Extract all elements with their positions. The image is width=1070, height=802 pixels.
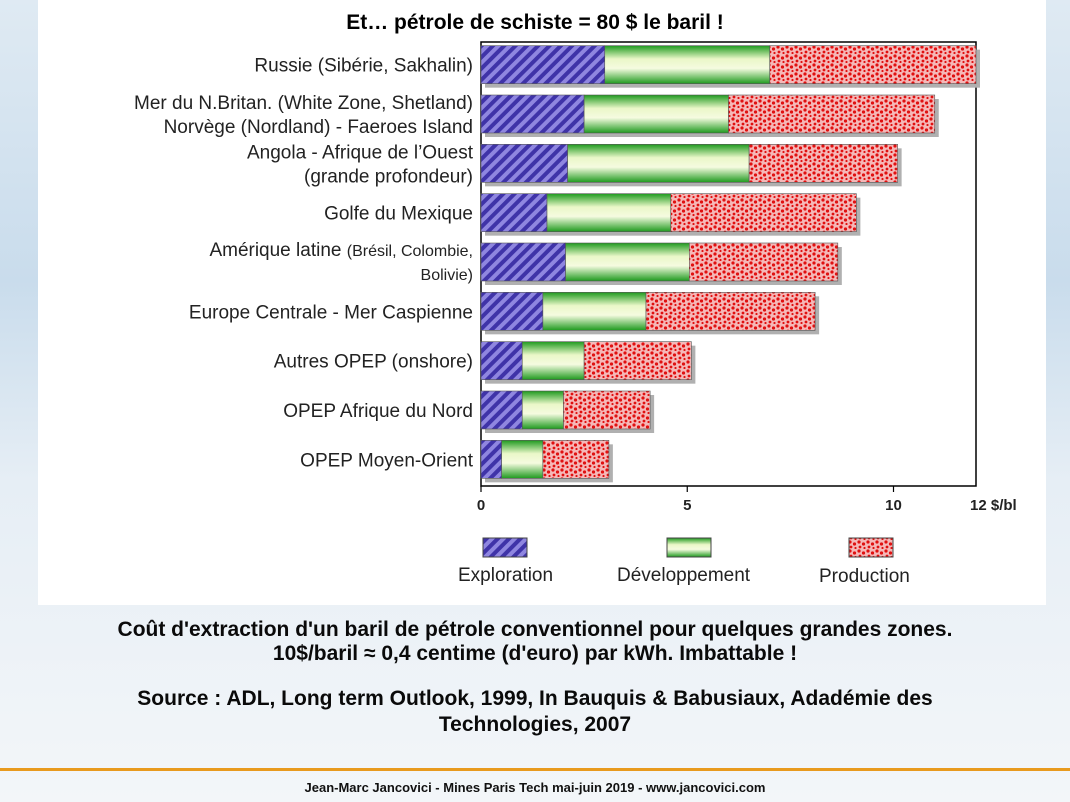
category-label-part: Bolivie)	[421, 267, 473, 284]
chart-title: Et… pétrole de schiste = 80 $ le baril !	[346, 11, 724, 34]
x-tick-label: 5	[683, 497, 691, 514]
bars	[480, 45, 980, 483]
bar-segment-exploration	[480, 144, 568, 183]
legend-swatch-développement	[666, 537, 712, 558]
bar-segment-exploration	[480, 45, 606, 84]
caption-line-1: Coût d'extraction d'un baril de pétrole …	[117, 618, 953, 641]
category-label: Angola - Afrique de l’Ouest	[247, 142, 474, 163]
bar-segment-développement	[521, 390, 564, 430]
legend-swatch-production	[848, 537, 894, 558]
bar-segment-développement	[521, 341, 585, 380]
bar-segment-exploration	[480, 292, 544, 331]
category-label: Bolivie)	[421, 267, 473, 284]
category-label: Norvège (Nordland) - Faeroes Island	[164, 117, 473, 138]
bar-segment-exploration	[480, 440, 502, 479]
category-label-part: (Brésil, Colombie,	[347, 243, 473, 260]
category-label: OPEP Moyen-Orient	[300, 450, 474, 471]
bar-segment-exploration	[480, 390, 523, 430]
legend-label: Développement	[617, 565, 751, 586]
bar-segment-production	[670, 193, 857, 232]
bar-segment-production	[645, 292, 816, 331]
category-label: Golfe du Mexique	[324, 204, 473, 225]
x-tick-label: 10	[885, 497, 902, 514]
category-label: OPEP Afrique du Nord	[283, 401, 473, 422]
bar-chart: Et… pétrole de schiste = 80 $ le baril !…	[134, 11, 1017, 587]
bar-segment-production	[542, 440, 610, 479]
bar-segment-développement	[565, 242, 690, 282]
x-tick-label: 0	[477, 497, 485, 514]
category-label: Autres OPEP (onshore)	[274, 352, 473, 373]
bar-segment-exploration	[480, 341, 523, 380]
category-labels: Russie (Sibérie, Sakhalin) Mer du N.Brita…	[134, 56, 474, 472]
footer-divider	[0, 768, 1070, 771]
category-label: Amérique latine (Brésil, Colombie,	[209, 240, 473, 261]
category-label-part: Amérique latine	[209, 240, 346, 261]
legend-swatch-exploration	[482, 537, 528, 558]
bar-segment-exploration	[480, 242, 566, 282]
category-label: (grande profondeur)	[304, 166, 473, 187]
legend: Exploration Développement Production	[458, 537, 910, 587]
legend-label: Production	[819, 566, 910, 587]
bar-segment-développement	[583, 94, 729, 134]
source-line-2: Technologies, 2007	[438, 713, 632, 736]
bar-segment-développement	[567, 144, 750, 183]
category-label: Russie (Sibérie, Sakhalin)	[254, 56, 473, 77]
bar-segment-développement	[604, 45, 771, 84]
bar-segment-développement	[501, 440, 544, 479]
bar-segment-exploration	[480, 193, 548, 232]
bar-segment-développement	[546, 193, 672, 232]
chart-panel: Et… pétrole de schiste = 80 $ le baril !…	[38, 0, 1046, 605]
legend-label: Exploration	[458, 565, 553, 586]
bar-segment-développement	[542, 292, 647, 331]
category-label: Europe Centrale - Mer Caspienne	[189, 302, 473, 323]
bar-segment-production	[563, 390, 651, 430]
x-axis-unit-label: 12 $/bl	[970, 497, 1017, 514]
category-label: Mer du N.Britan. (White Zone, Shetland)	[134, 93, 473, 114]
bar-segment-production	[769, 45, 977, 84]
bar-segment-production	[689, 242, 839, 282]
caption: Coût d'extraction d'un baril de pétrole …	[0, 618, 1070, 666]
source-citation: Source : ADL, Long term Outlook, 1999, I…	[0, 686, 1070, 738]
bar-segment-production	[728, 94, 936, 134]
caption-line-2: 10$/baril ≈ 0,4 centime (d'euro) par kWh…	[272, 642, 798, 665]
bar-segment-exploration	[480, 94, 585, 134]
bar-segment-production	[583, 341, 692, 380]
source-line-1: Source : ADL, Long term Outlook, 1999, I…	[137, 687, 933, 710]
footer-credit: Jean-Marc Jancovici - Mines Paris Tech m…	[304, 780, 766, 795]
bar-segment-production	[748, 144, 898, 183]
x-axis-ticks: 0 5 10 12 $/bl	[477, 486, 1017, 514]
